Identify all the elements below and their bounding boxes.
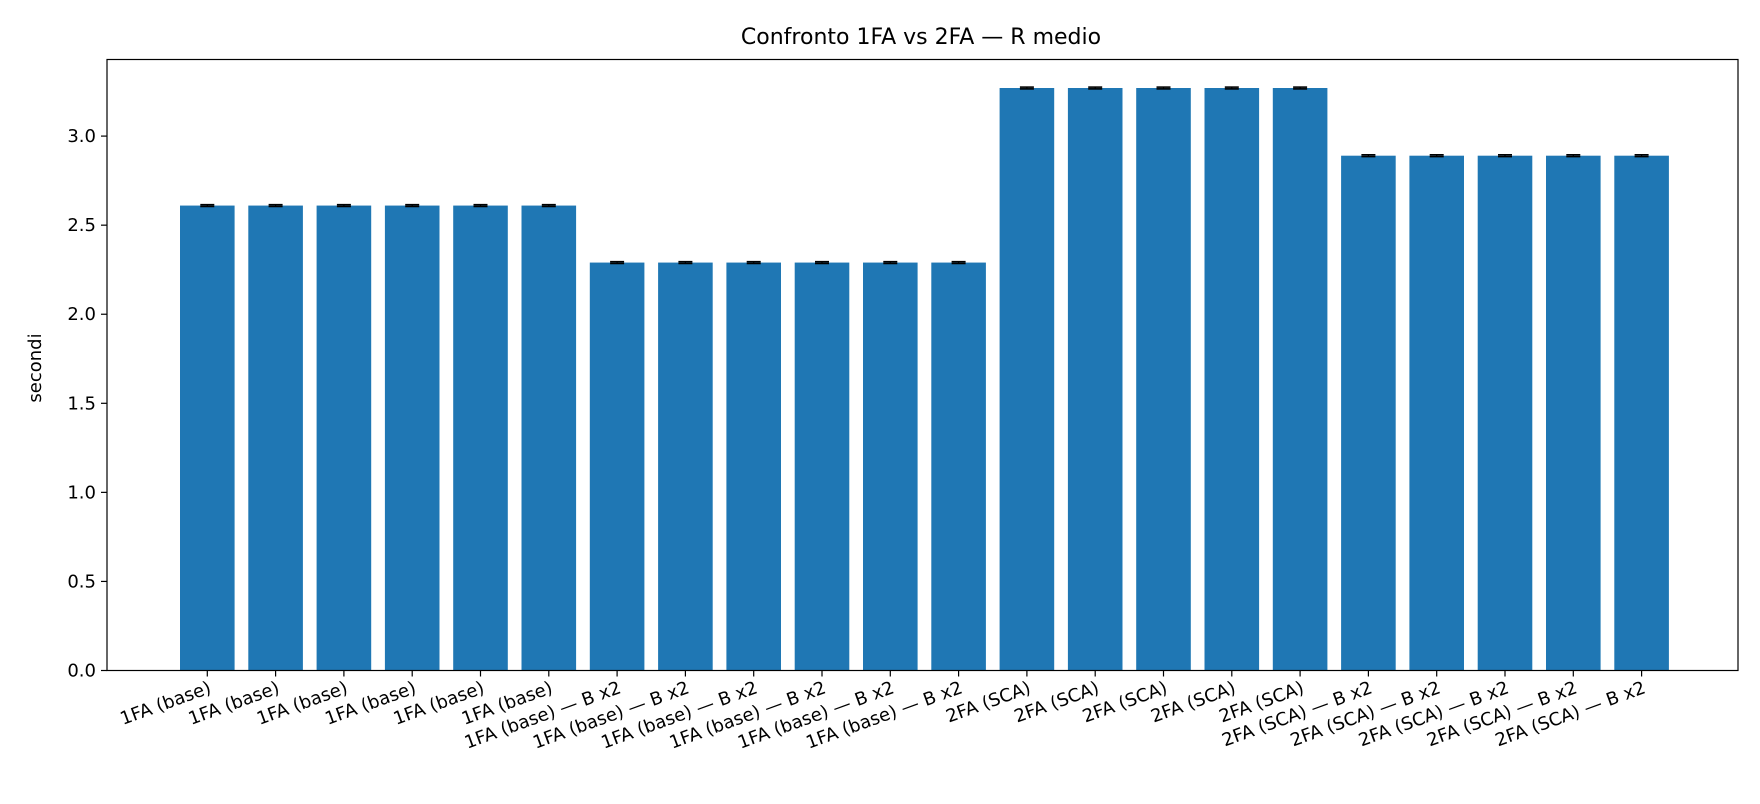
y-tick-label: 1.0 xyxy=(67,482,96,503)
bar xyxy=(999,88,1055,671)
bar xyxy=(1477,155,1533,671)
bar xyxy=(863,262,918,671)
error-bars xyxy=(200,86,1649,265)
y-tick-label: 2.5 xyxy=(67,215,96,236)
plot-frame xyxy=(106,58,1739,672)
bar xyxy=(794,262,850,671)
bar xyxy=(1546,155,1601,671)
bar xyxy=(658,262,713,671)
bar xyxy=(589,262,645,671)
y-tick-label: 1.5 xyxy=(67,393,96,414)
bar xyxy=(180,205,235,671)
bar xyxy=(726,262,781,671)
chart-title: Confronto 1FA vs 2FA — R medio xyxy=(741,25,1101,50)
bar xyxy=(1409,155,1464,671)
bar xyxy=(1614,155,1669,671)
x-axis: 1FA (base)1FA (base)1FA (base)1FA (base)… xyxy=(117,670,1648,754)
bar xyxy=(1136,88,1191,671)
bar xyxy=(931,262,986,671)
bar xyxy=(384,205,440,671)
bars xyxy=(180,88,1669,671)
y-tick-label: 2.0 xyxy=(67,304,96,325)
y-axis-label: secondi xyxy=(25,333,46,402)
y-tick-label: 0.0 xyxy=(67,661,96,682)
bar xyxy=(316,205,372,671)
y-tick-label: 0.5 xyxy=(67,571,96,592)
bar xyxy=(248,205,303,671)
bar xyxy=(1272,88,1328,671)
bar xyxy=(1341,155,1396,671)
bar xyxy=(453,205,508,671)
bar xyxy=(1067,88,1123,671)
y-axis: 0.0 0.5 1.0 1.5 2.0 2.5 3.0 xyxy=(67,126,107,682)
bar xyxy=(521,205,577,671)
y-tick-label: 3.0 xyxy=(67,126,96,147)
bar xyxy=(1204,88,1260,671)
